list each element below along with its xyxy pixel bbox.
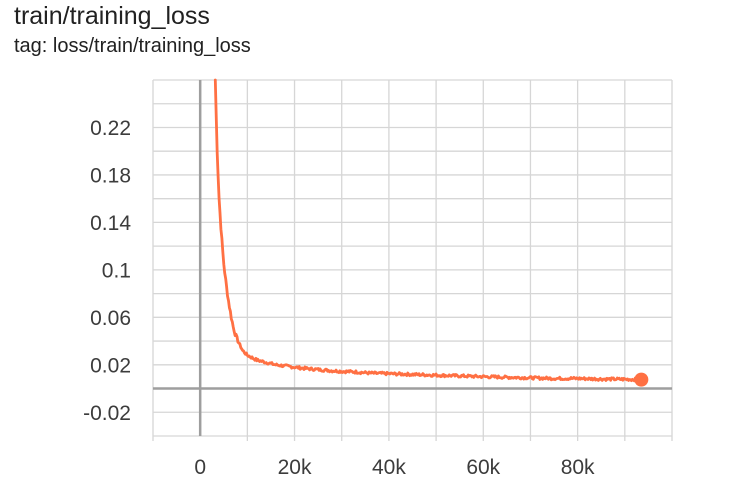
x-tick-label: 60k bbox=[466, 456, 500, 479]
x-tick-label: 0 bbox=[194, 456, 206, 479]
grid bbox=[152, 79, 673, 441]
tick-labels: -0.02 0.02 0.06 0.1 0.14 0.18 0.22 0 20k 40k 60k 80… bbox=[83, 117, 595, 479]
y-tick-label: 0.06 bbox=[90, 307, 131, 330]
y-tick-label: 0.1 bbox=[102, 259, 131, 282]
y-tick-label: 0.18 bbox=[90, 164, 131, 187]
last-point-marker[interactable] bbox=[634, 372, 649, 387]
x-tick-label: 80k bbox=[561, 456, 595, 479]
loss-series-line[interactable] bbox=[213, 78, 643, 383]
y-tick-label: -0.02 bbox=[83, 402, 131, 425]
y-tick-label: 0.14 bbox=[90, 212, 131, 235]
x-tick-label: 40k bbox=[372, 456, 406, 479]
series-layer bbox=[213, 78, 649, 387]
axes bbox=[153, 80, 672, 436]
chart-title: train/training_loss bbox=[14, 2, 210, 30]
chart-subtitle: tag: loss/train/training_loss bbox=[14, 35, 251, 57]
x-tick-label: 20k bbox=[278, 456, 312, 479]
y-tick-label: 0.22 bbox=[90, 117, 131, 140]
y-tick-label: 0.02 bbox=[90, 354, 131, 377]
